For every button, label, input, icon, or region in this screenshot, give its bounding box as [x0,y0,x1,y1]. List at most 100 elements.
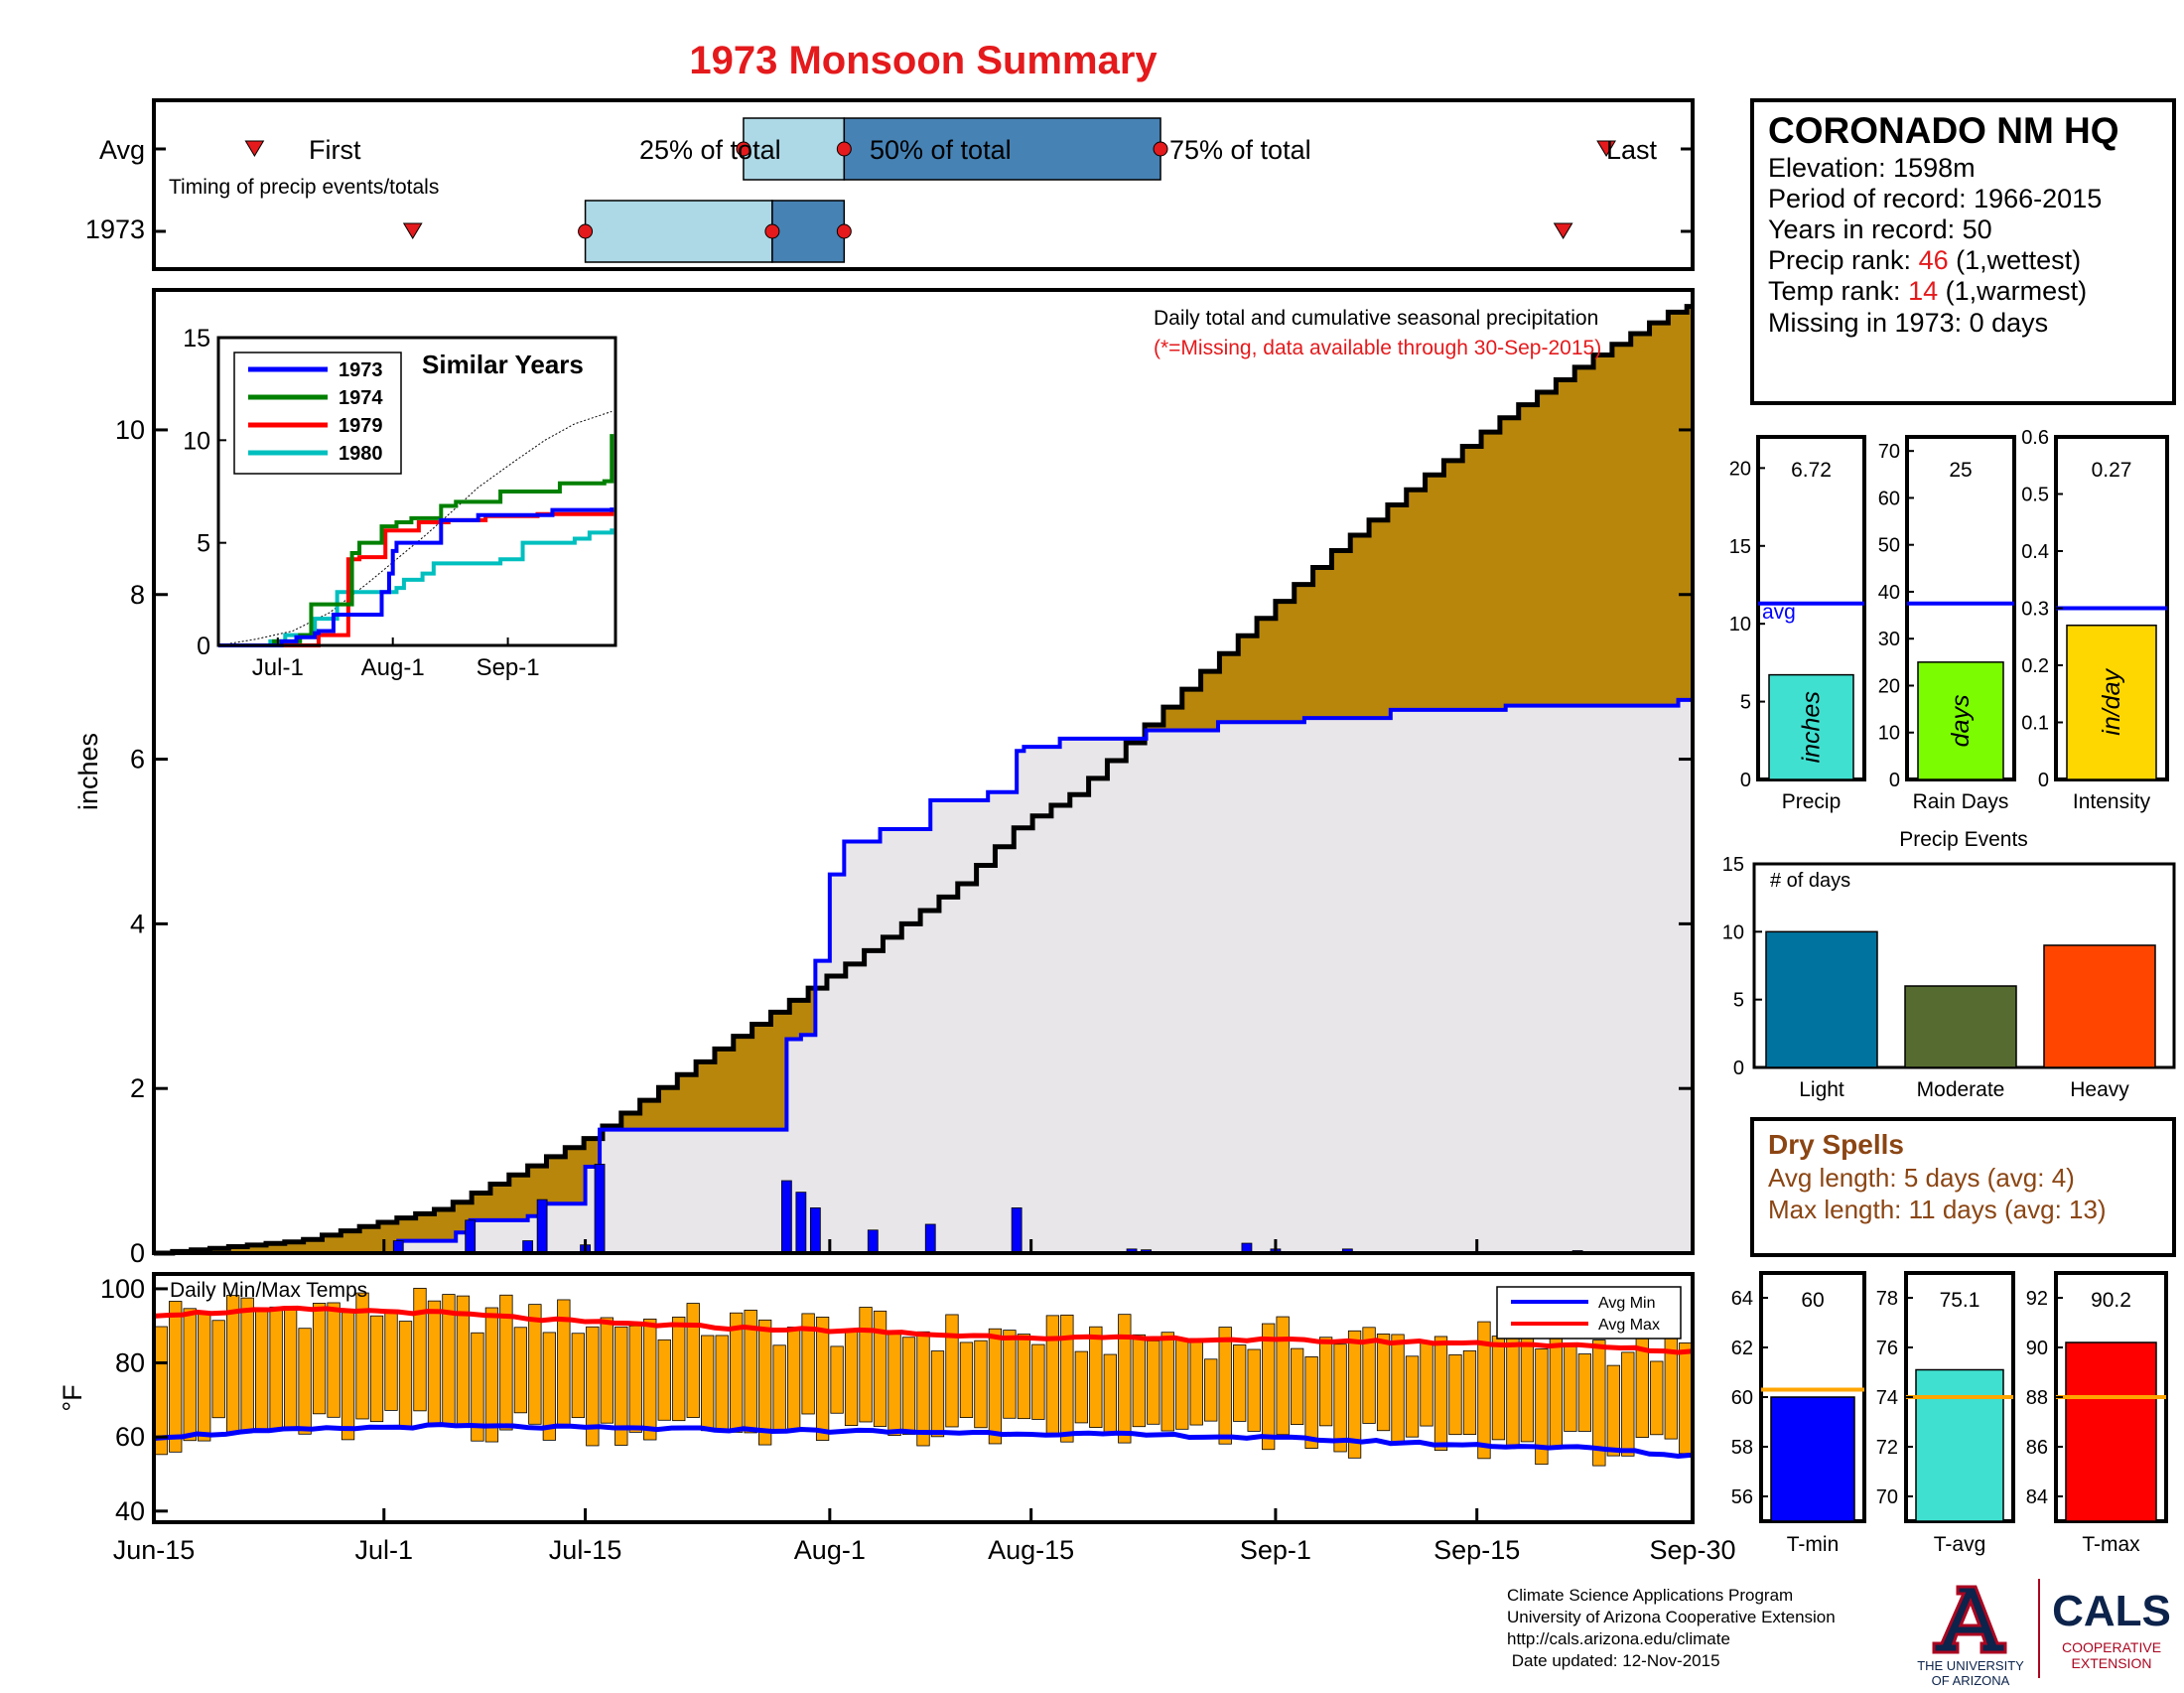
timing-last-label: Last [1606,135,1658,165]
stat-tick-label-2: 0.5 [2021,485,2049,506]
cals-logo: CALS COOPERATIVE EXTENSION [2052,1587,2171,1671]
daily-temp-bar [1650,1360,1664,1436]
timing-avg-triangle-last [1596,140,1616,157]
main-y-tick-label: 10 [115,415,145,445]
stat-unit-0: inches [1798,691,1826,763]
stat-tick-label-0: 5 [1740,692,1751,714]
daily-temp-bar [369,1315,384,1423]
daily-temp-bar [1089,1326,1103,1428]
stat-tick-label-0: 0 [1740,770,1751,791]
footer-line-1: Climate Science Applications Program [1507,1586,1793,1605]
daily-precip-bar [780,1180,792,1254]
temp-bar-tick-label-0: 62 [1731,1338,1753,1359]
daily-temp-bar [198,1312,211,1442]
daily-temp-bar [1233,1344,1247,1422]
daily-temp-bar [686,1303,700,1418]
daily-temp-bar [240,1297,254,1431]
daily-temp-bar [1433,1336,1448,1452]
daily-temp-bar [1175,1339,1189,1430]
daily-temp-bar [1160,1332,1174,1432]
temp-bar-tick-label-2: 86 [2026,1437,2048,1459]
station-name: CORONADO NM HQ [1768,110,2119,151]
footer: Climate Science Applications Program Uni… [1507,1579,2171,1688]
timing-boxes [154,117,1693,263]
timing-year-p50-p75-box [771,200,846,263]
daily-temp-bar [1420,1340,1433,1427]
inset-avg-line [217,410,613,646]
x-tick-label: Jul-1 [355,1535,414,1565]
inset-legend-label-1979: 1979 [339,415,383,437]
temp-plot-marks [153,1287,1694,1467]
main-y-tick-label: 8 [130,580,145,610]
daily-temp-bar [341,1312,355,1441]
temp-bar-tick-label-2: 90 [2026,1338,2048,1359]
year-cumulative-area [154,699,1693,1253]
timing-avg-p25-p50-box [743,117,846,181]
temp-bar-tick-label-1: 74 [1876,1387,1898,1409]
daily-temp-bar [945,1314,959,1428]
daily-temp-bar [471,1332,484,1442]
daily-temp-bar [427,1300,442,1427]
daily-temp-bar [1103,1353,1117,1435]
daily-temp-bar [772,1344,786,1431]
x-tick-label: Jul-15 [549,1535,622,1565]
timing-p75-label: 75% of total [1169,135,1311,165]
main-y-axis: 0 2 4 6 8 10 [115,415,1693,1268]
precip-events-chart: Precip Events Light Moderate Heavy 0 5 10 15 #… [1722,828,2176,1101]
daily-temp-bar [1262,1323,1276,1451]
station-elevation: Elevation: 1598m [1768,153,1976,183]
ua-block-a-icon [1932,1585,2007,1654]
inset-legend-label-1973: 1973 [339,359,383,381]
temp-avg-max-line [153,1305,1694,1355]
daily-temp-bar [586,1326,600,1447]
precip-events-marks: Light Moderate Heavy 0 5 10 15 [1722,854,2156,1101]
timing-avg-row-label: Avg [99,135,145,165]
timing-first-label: First [309,135,361,165]
stat-value-1: 25 [1949,459,1972,482]
stat-tick-label-2: 0.2 [2021,655,2049,677]
stat-tick-label-1: 10 [1878,723,1900,745]
stat-avg-label-0: avg [1762,601,1796,624]
timing-p25-label: 25% of total [639,135,781,165]
daily-temp-bar [484,1307,499,1443]
x-tick-label: Sep-15 [1433,1535,1520,1565]
temp-label-1: T-avg [1934,1533,1986,1556]
daily-temp-bar [542,1332,557,1441]
daily-temp-bar [183,1308,197,1442]
daily-temp-bar [298,1328,312,1435]
timing-avg-marker-p75 [1153,141,1168,157]
x-tick-label: Sep-1 [1240,1535,1311,1565]
daily-temp-bar [974,1340,988,1429]
daily-temp-bar [571,1333,585,1419]
seasonal-stat-bars: 6.72 inches Precip 0 5 10 15 20 avg 25 days Rain Da… [1729,427,2169,813]
main-plot-marks [154,304,1693,1256]
precip-events-tick-label: 0 [1733,1058,1744,1079]
stat-tick-label-2: 0 [2038,770,2049,791]
temp-y-tick-label: 60 [115,1422,145,1452]
main-chart-note: Daily total and cumulative seasonal prec… [1154,307,1598,330]
stat-bar-2 [2066,625,2157,780]
daily-temp-bar [959,1341,974,1418]
stat-tick-label-1: 60 [1878,488,1900,509]
daily-temp-bar [269,1306,283,1429]
daily-temp-bar [1147,1340,1160,1425]
daily-temp-bar [1204,1358,1218,1422]
daily-temp-bar [873,1310,887,1427]
daily-temp-bar [1376,1334,1391,1432]
stat-unit-2: in/day [2098,668,2125,736]
daily-temp-bar [413,1287,427,1412]
stat-tick-label-2: 0.3 [2021,599,2049,621]
daily-temp-bar [1462,1349,1477,1436]
inset-line-1974 [218,434,614,647]
timing-avg-p50-p75-box [843,117,1161,181]
dry-spells-max: Max length: 11 days (avg: 13) [1768,1195,2107,1224]
precip-events-tick-label: 10 [1722,921,1744,943]
daily-temp-bar [844,1331,859,1427]
daily-temp-bar [887,1330,901,1437]
timing-p50-label: 50% of total [870,135,1012,165]
daily-precip-bar [594,1164,606,1254]
timing-year-marker-p50 [764,223,780,239]
temp-bar-2 [2065,1341,2157,1522]
daily-temp-bar [1491,1336,1506,1441]
temp-value-0: 60 [1801,1289,1824,1312]
